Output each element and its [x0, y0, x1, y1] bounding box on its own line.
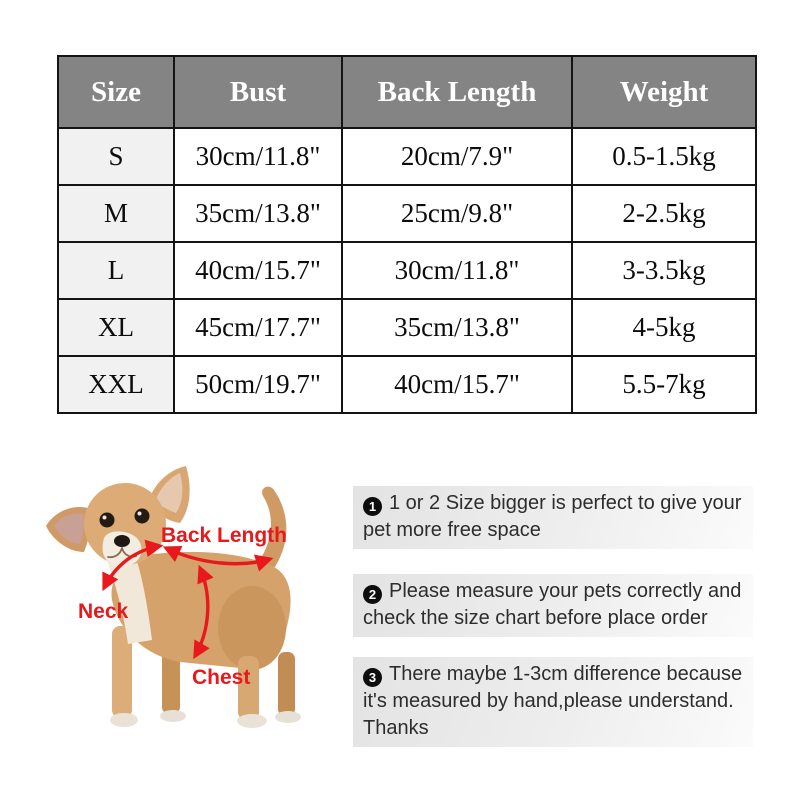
note-line: pet more free space [363, 519, 541, 541]
note-number-badge: 2 [363, 585, 382, 604]
size-value: XL [57, 298, 175, 357]
size-value: XXL [57, 355, 175, 414]
back-length-value: 40cm/15.7" [341, 355, 573, 414]
dog-nose [114, 535, 130, 547]
bust-value: 40cm/15.7" [173, 241, 343, 300]
note-number-badge: 1 [363, 497, 382, 516]
table-row: S 30cm/11.8" 20cm/7.9" 0.5-1.5kg [57, 127, 757, 186]
weight-value: 2-2.5kg [571, 184, 757, 243]
weight-value: 0.5-1.5kg [571, 127, 757, 186]
column-header-bust: Bust [173, 55, 343, 129]
note-line: 3 There maybe 1-3cm difference because [363, 661, 743, 688]
dog-paw [237, 714, 267, 728]
dog-near-front-leg [112, 626, 132, 718]
note-line: 1 1 or 2 Size bigger is perfect to give y… [363, 490, 743, 517]
table-row: XXL 50cm/19.7" 40cm/15.7" 5.5-7kg [57, 355, 757, 414]
back-length-value: 20cm/7.9" [341, 127, 573, 186]
dog-paw [275, 711, 301, 723]
dog-tail [252, 486, 287, 574]
size-value: L [57, 241, 175, 300]
note-text: There maybe 1-3cm difference because [389, 663, 743, 685]
bust-value: 35cm/13.8" [173, 184, 343, 243]
note-text: 1 or 2 Size bigger is perfect to give yo… [389, 492, 742, 514]
column-header-weight: Weight [571, 55, 757, 129]
note-line: 2 Please measure your pets correctly and [363, 578, 743, 605]
dog-paw [110, 713, 138, 727]
back-length-label: Back Length [161, 524, 287, 547]
size-value: M [57, 184, 175, 243]
dog-eye-glint [137, 511, 142, 516]
neck-arrow [102, 539, 164, 592]
neck-label: Neck [78, 600, 129, 623]
dog-eye [134, 508, 150, 524]
table-row: XL 45cm/17.7" 35cm/13.8" 4-5kg [57, 298, 757, 357]
dog-eye-glint [102, 515, 107, 520]
chest-label: Chest [192, 666, 250, 689]
dog-eye [99, 512, 115, 528]
dog-far-hind-leg [278, 652, 295, 716]
note-line: Thanks [363, 717, 429, 739]
table-row: L 40cm/15.7" 30cm/11.8" 3-3.5kg [57, 241, 757, 300]
bust-value: 45cm/17.7" [173, 298, 343, 357]
note-tolerance-advice: 3 There maybe 1-3cm difference because it… [353, 657, 753, 747]
bust-value: 50cm/19.7" [173, 355, 343, 414]
dog-right-ear-inner [155, 473, 183, 513]
chest-arrow [193, 564, 214, 660]
note-line: check the size chart before place order [363, 607, 708, 629]
dog-measurement-diagram: Back Length Neck Chest [40, 460, 340, 772]
weight-value: 3-3.5kg [571, 241, 757, 300]
back-length-value: 30cm/11.8" [341, 241, 573, 300]
dog-left-ear-inner [54, 513, 84, 544]
weight-value: 4-5kg [571, 298, 757, 357]
note-sizing-advice: 1 1 or 2 Size bigger is perfect to give y… [353, 486, 753, 549]
table-row: M 35cm/13.8" 25cm/9.8" 2-2.5kg [57, 184, 757, 243]
weight-value: 5.5-7kg [571, 355, 757, 414]
note-text: Please measure your pets correctly and [389, 580, 742, 602]
dog-hind-thigh [218, 586, 286, 670]
table-header-row: Size Bust Back Length Weight [57, 55, 757, 129]
back-length-value: 35cm/13.8" [341, 298, 573, 357]
column-header-size: Size [57, 55, 175, 129]
column-header-back-length: Back Length [341, 55, 573, 129]
back-length-arrow [162, 546, 274, 572]
note-measure-advice: 2 Please measure your pets correctly and … [353, 574, 753, 637]
bust-value: 30cm/11.8" [173, 127, 343, 186]
note-line: it's measured by hand,please understand. [363, 690, 734, 712]
back-length-value: 25cm/9.8" [341, 184, 573, 243]
note-number-badge: 3 [363, 668, 382, 687]
dog-paw [160, 710, 186, 722]
size-value: S [57, 127, 175, 186]
size-chart-table: Size Bust Back Length Weight S 30cm/11.8… [57, 55, 757, 414]
dog-near-hind-leg [238, 656, 259, 720]
